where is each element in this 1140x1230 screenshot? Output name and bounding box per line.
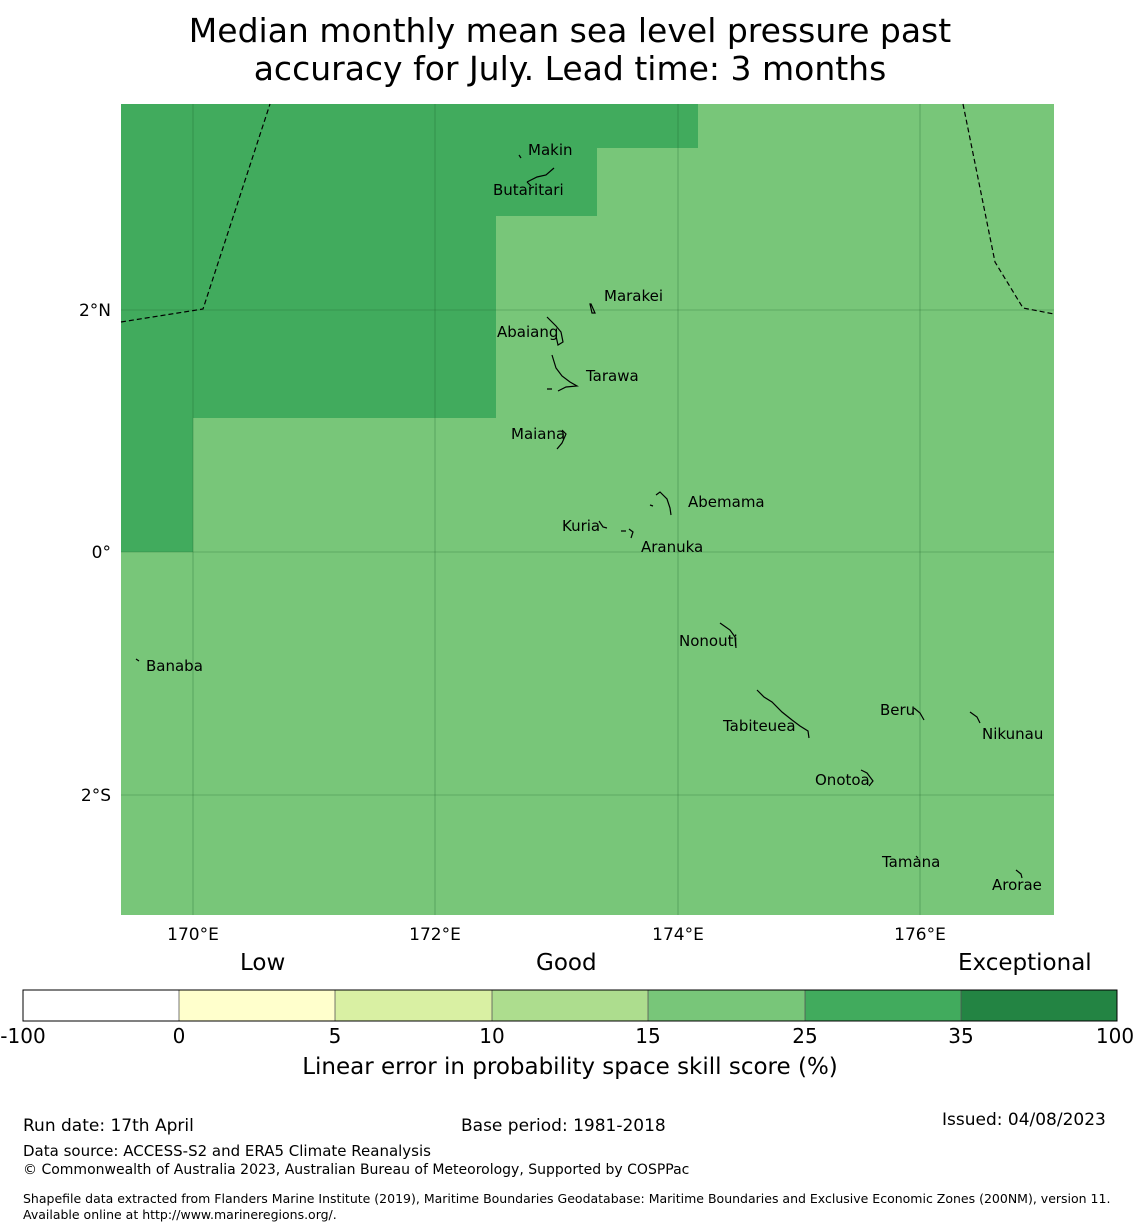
colorbar-segment-1 <box>23 990 179 1021</box>
skill-score-map: Makin Butaritari Marakei Abaiang Tarawa … <box>79 103 1055 945</box>
colorbar-segment-6 <box>805 990 961 1021</box>
island-shape-tamana <box>915 855 919 859</box>
shapefile-credit: Shapefile data extracted from Flanders M… <box>23 1191 1111 1222</box>
eez-boundary-west <box>120 103 271 323</box>
title-line-2: accuracy for July. Lead time: 3 months <box>253 49 887 88</box>
island-shape-abemama <box>649 491 672 516</box>
island-label-arorae: Arorae <box>992 876 1042 894</box>
island-label-beru: Beru <box>880 701 915 719</box>
base-period: Base period: 1981-2018 <box>461 1116 666 1136</box>
island-label-maiana: Maiana <box>511 425 565 443</box>
island-shape-maiana <box>556 429 567 450</box>
island-shape-marakei <box>589 303 596 314</box>
region-skill-25-35 <box>121 104 698 552</box>
lat-tick-2n: 2°N <box>79 301 111 321</box>
island-label-makin: Makin <box>528 141 573 159</box>
island-label-marakei: Marakei <box>604 287 663 305</box>
colorbar-tick: 100 <box>1095 1024 1135 1048</box>
map-title: Median monthly mean sea level pressure p… <box>0 12 1140 88</box>
colorbar-frame <box>22 989 1118 1022</box>
island-shape-onotoa <box>860 769 874 787</box>
issued-date: Issued: 04/08/2023 <box>942 1110 1106 1130</box>
island-shape-butaritari <box>526 167 555 187</box>
island-label-abemama: Abemama <box>688 493 765 511</box>
colorbar-tick: -100 <box>0 1024 46 1048</box>
island-label-aranuka: Aranuka <box>641 538 703 556</box>
run-date: Run date: 17th April <box>23 1116 194 1136</box>
category-good: Good <box>536 950 597 976</box>
category-exceptional: Exceptional <box>958 950 1092 976</box>
gridlines <box>121 104 1054 915</box>
lon-tick-174e: 174°E <box>652 925 704 945</box>
colorbar-segment-5 <box>648 990 805 1021</box>
colorbar-tick: 10 <box>479 1024 505 1048</box>
island-shape-aranuka <box>621 528 634 539</box>
island-shape-makin <box>518 154 522 159</box>
island-label-kuria: Kuria <box>562 517 600 535</box>
island-shape-beru <box>913 707 925 721</box>
data-source: Data source: ACCESS-S2 and ERA5 Climate … <box>23 1142 431 1160</box>
colorbar-tick: 5 <box>328 1024 342 1048</box>
island-label-nikunau: Nikunau <box>982 725 1043 743</box>
island-label-onotoa: Onotoa <box>815 771 870 789</box>
lat-tick-0: 0° <box>92 543 111 563</box>
category-low: Low <box>240 950 286 976</box>
island-shape-kuria <box>598 520 608 529</box>
eez-boundary-east <box>962 103 1055 315</box>
colorbar-tick: 0 <box>172 1024 186 1048</box>
lon-tick-172e: 172°E <box>409 925 461 945</box>
island-label-tamana: Tamana <box>881 853 940 871</box>
colorbar-segment-2 <box>179 990 335 1021</box>
lon-tick-170e: 170°E <box>167 925 219 945</box>
colorbar-tick: 35 <box>948 1024 974 1048</box>
colorbar-tick: 25 <box>792 1024 818 1048</box>
colorbar <box>22 989 1118 1022</box>
axis-ticks: 170°E 172°E 174°E 176°E 2°N 0° 2°S <box>79 301 946 945</box>
island-label-abaiang: Abaiang <box>497 323 558 341</box>
colorbar-segment-7 <box>961 990 1117 1021</box>
island-outlines <box>135 154 1023 879</box>
island-shape-arorae <box>1015 869 1023 879</box>
colorbar-tick: 15 <box>635 1024 661 1048</box>
island-shape-nonouti <box>719 622 737 649</box>
island-label-tabiteuea: Tabiteuea <box>722 717 796 735</box>
island-shape-tabiteuea <box>756 689 810 739</box>
lon-tick-176e: 176°E <box>894 925 946 945</box>
colorbar-label: Linear error in probability space skill … <box>302 1054 838 1080</box>
colorbar-segment-4 <box>492 990 648 1021</box>
island-label-butaritari: Butaritari <box>493 181 564 199</box>
island-shape-abaiang <box>546 316 564 346</box>
copyright: © Commonwealth of Australia 2023, Austra… <box>23 1162 690 1178</box>
eez-boundaries <box>120 103 1055 323</box>
title-line-1: Median monthly mean sea level pressure p… <box>188 11 952 50</box>
colorbar-segment-3 <box>335 990 492 1021</box>
island-shape-tarawa <box>547 354 579 392</box>
lat-tick-2s: 2°S <box>81 786 111 806</box>
island-label-tarawa: Tarawa <box>585 367 639 385</box>
island-label-banaba: Banaba <box>146 657 203 675</box>
island-labels: Makin Butaritari Marakei Abaiang Tarawa … <box>146 141 1043 894</box>
island-shape-banaba <box>135 658 140 662</box>
island-label-nonouti: Nonouti <box>679 632 738 650</box>
island-shape-nikunau <box>969 711 981 724</box>
